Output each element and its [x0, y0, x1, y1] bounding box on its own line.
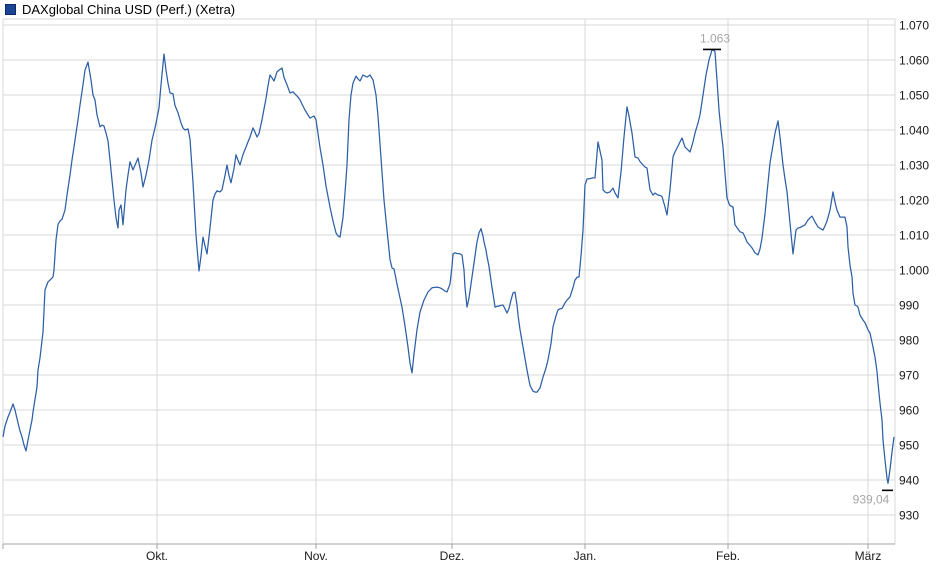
y-axis-tick-label: 1.010: [899, 228, 929, 242]
x-axis-tick-label: Dez.: [440, 549, 465, 563]
y-axis-tick-label: 940: [899, 473, 919, 487]
y-axis-tick-label: 970: [899, 368, 919, 382]
x-axis-tick-label: März: [855, 549, 882, 563]
y-axis-tick-label: 1.020: [899, 193, 929, 207]
plot-border: [2, 18, 896, 545]
chart-title: DAXglobal China USD (Perf.) (Xetra): [22, 2, 236, 17]
y-axis-tick-label: 1.070: [899, 18, 929, 32]
y-axis-tick-label: 1.060: [899, 53, 929, 67]
y-axis-tick-label: 1.040: [899, 123, 929, 137]
y-axis-tick-label: 1.050: [899, 88, 929, 102]
y-axis-tick-label: 930: [899, 508, 919, 522]
y-axis-tick-label: 980: [899, 333, 919, 347]
y-axis-tick-label: 1.030: [899, 158, 929, 172]
y-axis-tick-label: 960: [899, 403, 919, 417]
legend-color-swatch: [5, 4, 16, 15]
y-axis-tick-label: 950: [899, 438, 919, 452]
x-axis-tick-label: Feb.: [716, 549, 740, 563]
low-value-label: 939,04: [853, 492, 890, 506]
chart-legend: DAXglobal China USD (Perf.) (Xetra): [5, 3, 235, 16]
x-axis-tick-label: Okt.: [146, 549, 168, 563]
x-axis-tick-label: Jan.: [574, 549, 597, 563]
y-axis-tick-label: 990: [899, 298, 919, 312]
y-axis-tick-label: 1.000: [899, 263, 929, 277]
price-line: [2, 49, 895, 484]
x-axis-tick-label: Nov.: [304, 549, 328, 563]
high-value-label: 1.063: [700, 31, 730, 45]
